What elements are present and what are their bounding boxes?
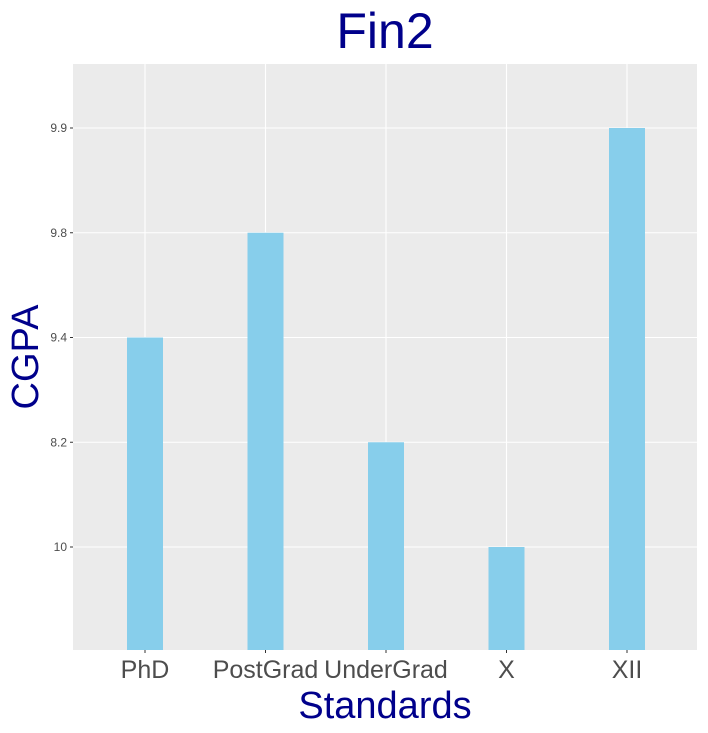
chart-title: Fin2: [336, 3, 433, 59]
y-tick-label: 8.2: [50, 435, 67, 449]
x-axis-title: Standards: [298, 685, 471, 727]
bars: [127, 128, 645, 650]
y-axis-ticks: 10 8.2 9.4 9.8 9.9: [50, 121, 73, 554]
bar-x: [488, 547, 525, 650]
bar-phd: [127, 337, 163, 650]
y-tick-label: 9.4: [50, 331, 67, 345]
y-axis-title: CGPA: [5, 304, 47, 410]
x-tick-label: XII: [612, 656, 643, 684]
y-tick-label: 10: [54, 540, 68, 554]
bar-undergrad: [368, 442, 404, 650]
bar-postgrad: [247, 232, 284, 650]
x-tick-label: PhD: [121, 656, 170, 684]
x-tick-label: X: [498, 656, 515, 684]
y-tick-label: 9.8: [50, 226, 67, 240]
y-tick-label: 9.9: [50, 121, 67, 135]
x-axis-ticks: PhD PostGrad UnderGrad X XII: [121, 650, 643, 684]
x-tick-label: UnderGrad: [324, 656, 448, 684]
bar-xii: [609, 128, 645, 650]
x-tick-label: PostGrad: [213, 656, 319, 684]
